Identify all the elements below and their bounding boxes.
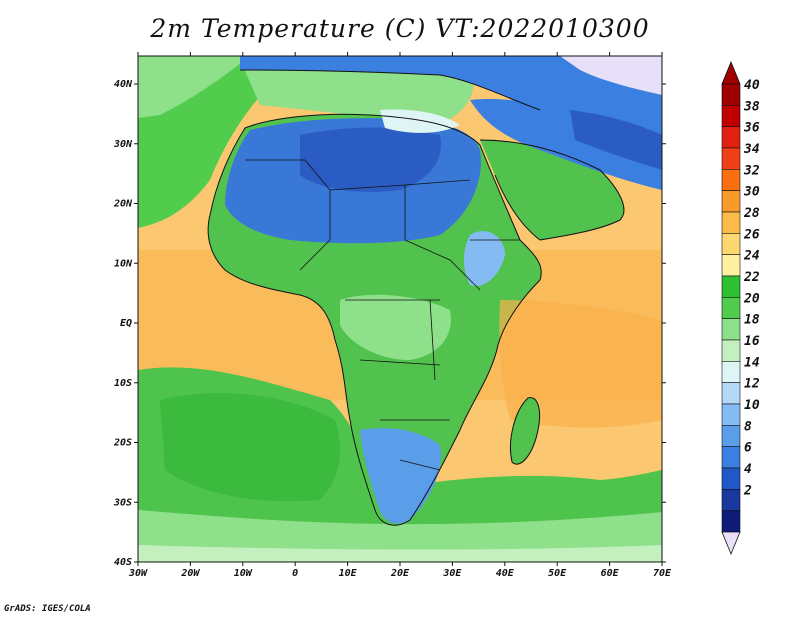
- colorbar-segment: [721, 361, 741, 383]
- colorbar-segment: [721, 403, 741, 426]
- colorbar-segment: [721, 126, 741, 149]
- y-tick-label: 30N: [113, 139, 133, 150]
- colorbar-segment: [721, 446, 741, 469]
- colorbar-label: 34: [743, 142, 760, 157]
- colorbar-label: 26: [743, 227, 760, 242]
- colorbar-label: 22: [743, 270, 760, 285]
- colorbar-label: 30: [743, 185, 760, 200]
- colorbar-segment: [721, 467, 741, 490]
- colorbar-segment: [721, 425, 741, 447]
- colorbar-label: 4: [744, 462, 752, 477]
- x-tick-label: 50E: [548, 568, 567, 579]
- colorbar-segment: [721, 83, 741, 106]
- x-tick-label: 20E: [390, 568, 410, 579]
- y-tick-label: 10S: [114, 378, 132, 389]
- middle-east-cold: [470, 99, 662, 190]
- colorbar-segment: [721, 190, 741, 213]
- colorbar-segment: [721, 297, 741, 319]
- x-tick-label: 70E: [653, 568, 672, 579]
- colorbar-label: 6: [744, 441, 752, 456]
- colorbar-segment: [721, 254, 741, 277]
- colorbar-segment: [721, 233, 741, 255]
- colorbar-label: 18: [744, 313, 760, 328]
- north-atlantic-cool: [138, 56, 250, 118]
- colorbar-segment: [721, 339, 741, 362]
- libya-cool: [380, 109, 460, 133]
- x-tick-label: 30E: [442, 568, 462, 579]
- x-tick-label: 0: [292, 568, 298, 579]
- colorbar-label: 36: [743, 121, 760, 136]
- x-tick-label: 40E: [496, 568, 515, 579]
- colorbar-segment: [721, 211, 741, 234]
- map-title: 2m Temperature (C) VT:2022010300: [150, 14, 650, 43]
- mediterranean: [240, 60, 474, 125]
- grads-credit: GrADS: IGES/COLA: [4, 604, 91, 614]
- x-tick-label: 20W: [180, 568, 200, 579]
- arabia-coastline: [479, 139, 625, 241]
- colorbar-segment: [721, 105, 741, 127]
- x-tick-label: 10W: [234, 568, 253, 579]
- colorbar-label: 10: [744, 398, 760, 413]
- europe-coastline: [239, 69, 541, 111]
- y-tick-label: 40S: [114, 557, 132, 568]
- colorbar-label: 14: [744, 355, 760, 370]
- colorbar-label: 16: [744, 334, 760, 349]
- x-tick-label: 10E: [339, 568, 358, 579]
- colorbar-segment: [721, 382, 741, 405]
- y-tick-label: 10N: [114, 258, 133, 269]
- country-borders: [245, 159, 520, 471]
- iran-cold: [570, 110, 662, 170]
- colorbar-segment: [721, 318, 741, 341]
- y-tick-label: 20S: [113, 438, 132, 449]
- colorbar-label: 2: [743, 483, 752, 498]
- y-tick-label: 30S: [113, 497, 132, 508]
- colorbar-segment: [721, 489, 741, 511]
- y-tick-label: EQ: [120, 318, 132, 329]
- map-field: [138, 56, 662, 562]
- europe-very-cold: [560, 56, 662, 95]
- colorbar-segment: [721, 510, 741, 533]
- colorbar-bottom-arrow: [721, 531, 741, 556]
- x-tick-label: 60E: [601, 568, 620, 579]
- x-tick-label: 30W: [128, 568, 148, 579]
- colorbar-label: 38: [743, 99, 760, 114]
- central-africa-light: [340, 294, 451, 360]
- indian-ocean-warm: [499, 300, 662, 428]
- colorbar-label: 12: [744, 377, 760, 392]
- colorbar-label: 8: [744, 419, 752, 434]
- colorbar-segment: [721, 275, 741, 298]
- southern-africa-cool: [360, 428, 441, 524]
- ethiopia-highlands: [464, 231, 505, 286]
- madagascar-coastline: [510, 397, 541, 465]
- europe-cold: [240, 56, 662, 150]
- y-tick-label: 40N: [114, 79, 133, 90]
- colorbar-segment: [721, 147, 741, 170]
- colorbar-top-arrow: [721, 60, 741, 85]
- sahara-cold-core: [300, 127, 441, 192]
- colorbar-label: 24: [743, 249, 760, 264]
- colorbar-label: 40: [744, 78, 760, 93]
- africa-coastline: [207, 113, 542, 526]
- colorbar: 40 38 36 34 32 30 28 26 24 22 20 18 16 14 12 10 8 6 4 2: [721, 60, 760, 556]
- colorbar-label: 32: [743, 163, 760, 178]
- x-axis-ticks: 30W 20W 10W 0 10E 20E 30E 40E 50E 60E 70E: [128, 52, 672, 579]
- south-atlantic-cool: [160, 392, 340, 502]
- southern-cold-strip: [138, 545, 662, 562]
- colorbar-label: 20: [743, 291, 760, 306]
- colorbar-segment: [721, 169, 741, 191]
- y-axis-ticks: 40N 30N 20N 10N EQ 10S 20S 30S 40S: [113, 79, 666, 568]
- y-tick-label: 20N: [113, 199, 133, 210]
- colorbar-label: 28: [743, 206, 760, 221]
